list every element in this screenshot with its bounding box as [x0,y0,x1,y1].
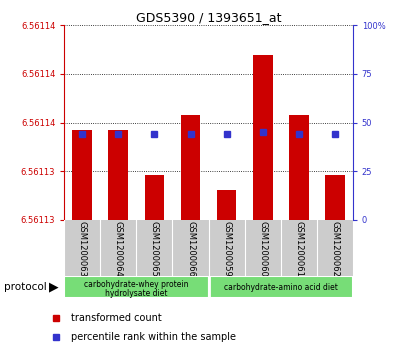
Bar [217,190,237,220]
Text: ▶: ▶ [49,281,59,294]
Bar [108,130,128,220]
Text: GSM1200060: GSM1200060 [258,221,267,277]
Bar [325,175,344,220]
Text: GSM1200063: GSM1200063 [78,221,87,277]
Text: transformed count: transformed count [71,313,162,323]
Title: GDS5390 / 1393651_at: GDS5390 / 1393651_at [136,11,281,24]
Bar [253,55,273,220]
Text: GSM1200066: GSM1200066 [186,221,195,277]
Bar [64,276,209,298]
Text: GSM1200064: GSM1200064 [114,221,123,277]
Text: GSM1200065: GSM1200065 [150,221,159,277]
Bar [181,115,200,220]
Text: carbohydrate-amino acid diet: carbohydrate-amino acid diet [224,283,337,291]
Text: carbohydrate-whey protein: carbohydrate-whey protein [84,280,189,289]
Bar [144,175,164,220]
Text: hydrolysate diet: hydrolysate diet [105,289,168,298]
Text: GSM1200062: GSM1200062 [330,221,339,277]
Bar [73,130,92,220]
Text: GSM1200059: GSM1200059 [222,221,231,277]
Text: protocol: protocol [4,282,47,292]
Bar [209,276,353,298]
Text: percentile rank within the sample: percentile rank within the sample [71,331,237,342]
Bar [289,115,309,220]
Text: GSM1200061: GSM1200061 [294,221,303,277]
